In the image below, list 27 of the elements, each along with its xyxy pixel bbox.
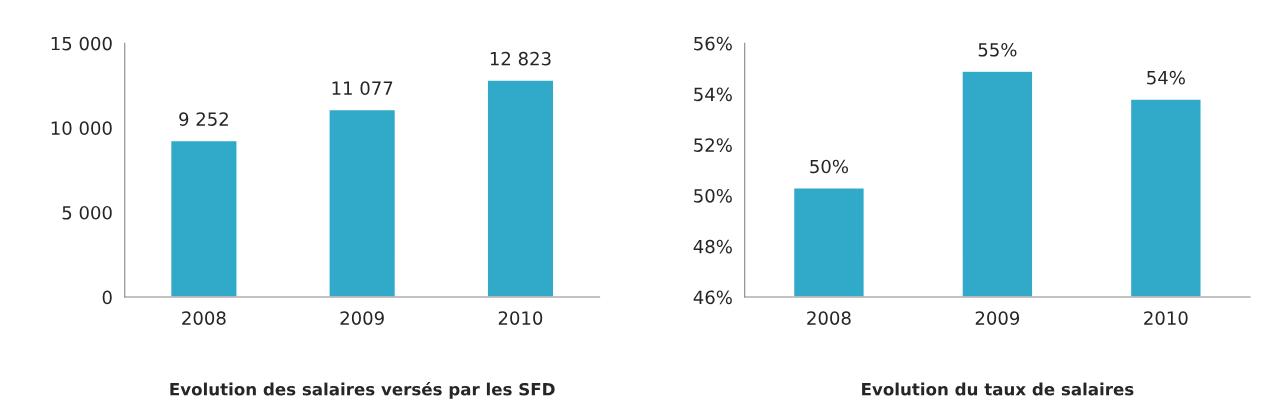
y-tick-label: 50% bbox=[694, 188, 732, 203]
data-label: 12 823 bbox=[490, 51, 551, 66]
x-tick-label: 2010 bbox=[498, 311, 543, 325]
y-tick-label: 5 000 bbox=[62, 205, 112, 220]
x-tick-label: 2008 bbox=[807, 311, 851, 325]
y-tick-label: 15 000 bbox=[51, 36, 112, 51]
data-label: 11 077 bbox=[332, 81, 393, 96]
bar bbox=[328, 108, 397, 298]
bar bbox=[486, 79, 555, 298]
y-tick-label: 0 bbox=[102, 290, 112, 305]
y-tick-label: 48% bbox=[693, 239, 732, 254]
data-label: 50% bbox=[810, 159, 848, 174]
x-tick-label: 2008 bbox=[182, 311, 226, 325]
data-label: 55% bbox=[978, 42, 1017, 57]
y-tick-label: 46% bbox=[693, 290, 732, 305]
y-tick-label: 10 000 bbox=[51, 121, 112, 135]
data-label: 9 252 bbox=[179, 112, 228, 126]
bar bbox=[169, 139, 238, 298]
x-tick-label: 2010 bbox=[1144, 311, 1188, 325]
text: Evolution des salaires versés par les SFD bbox=[170, 381, 555, 399]
y-tick-label: 54% bbox=[694, 87, 732, 102]
y-tick-label: 56% bbox=[694, 36, 732, 51]
text: Evolution du taux de salaires bbox=[862, 382, 1134, 396]
y-tick-label: 52% bbox=[694, 138, 732, 152]
x-tick-label: 2009 bbox=[340, 311, 384, 325]
x-tick-label: 2009 bbox=[975, 311, 1020, 325]
data-label: 54% bbox=[1147, 70, 1185, 85]
